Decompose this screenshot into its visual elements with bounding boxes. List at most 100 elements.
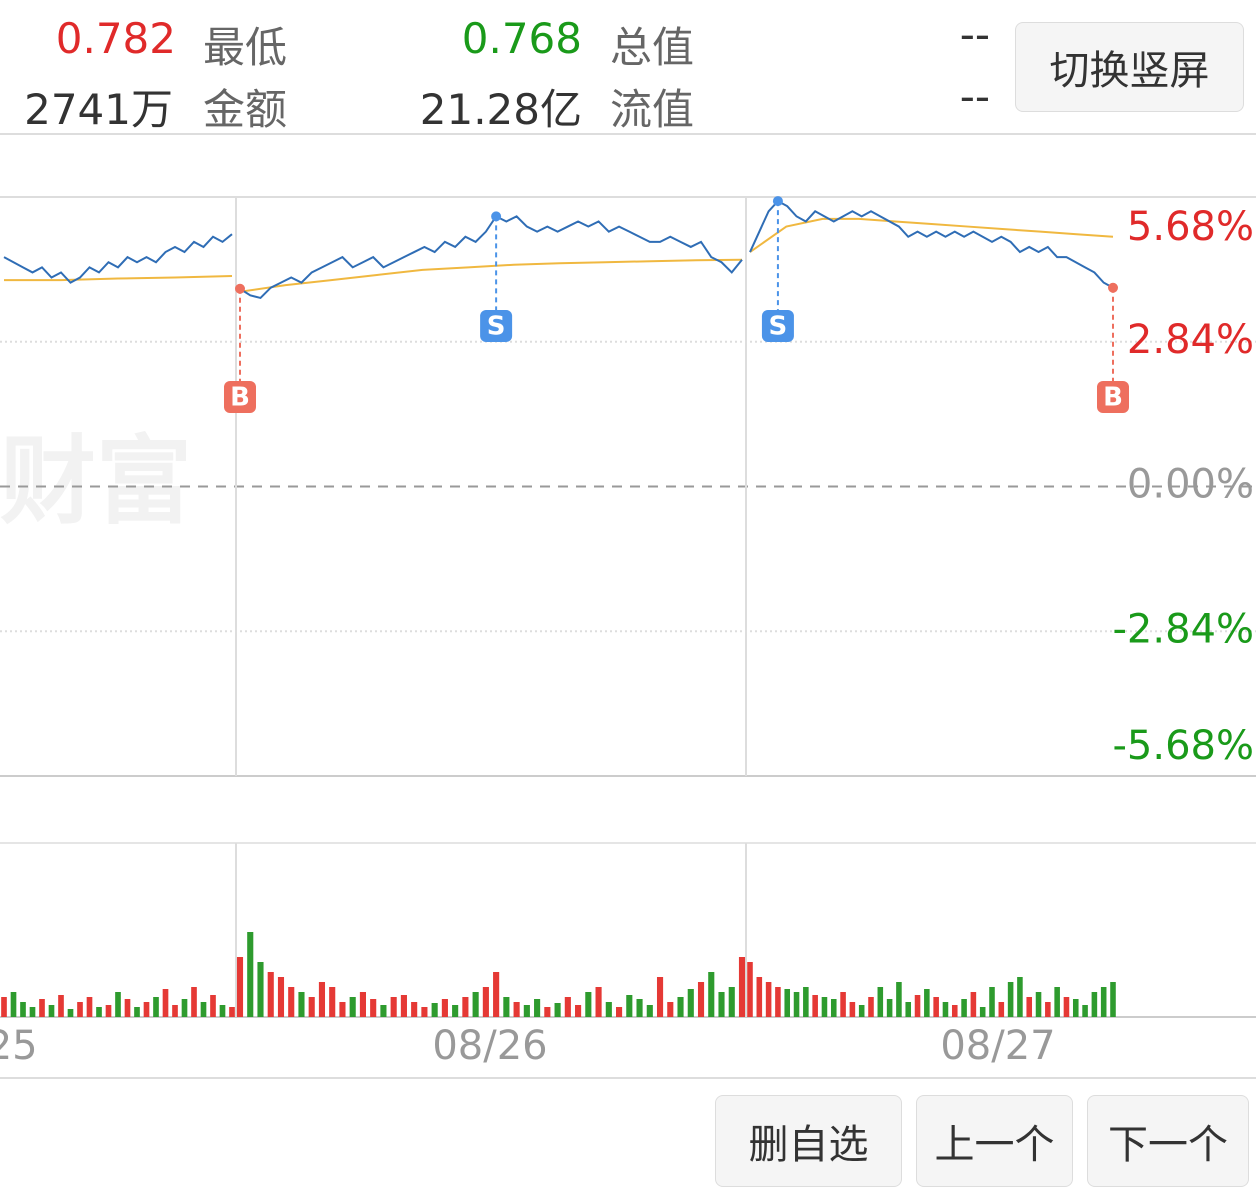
- marker-label: S: [769, 312, 788, 342]
- volume-bar: [905, 1002, 912, 1017]
- watermark: 财富: [0, 425, 192, 537]
- volume-bar: [29, 1007, 36, 1017]
- x-tick-label: 08/26: [432, 1023, 547, 1069]
- stat-value: --: [959, 10, 990, 59]
- stat-value: 21.28亿: [419, 85, 582, 134]
- marker-label: B: [1103, 383, 1123, 413]
- volume-bar: [687, 989, 694, 1017]
- volume-bar: [77, 1002, 83, 1017]
- volume-bar: [229, 1007, 235, 1017]
- volume-bar: [329, 987, 336, 1017]
- volume-bar: [765, 982, 772, 1017]
- volume-bar: [236, 957, 244, 1017]
- volume-bar: [924, 989, 930, 1017]
- volume-bar: [462, 997, 469, 1017]
- volume-bar: [803, 987, 809, 1017]
- volume-bar: [554, 1003, 561, 1017]
- volume-bar: [1082, 1005, 1088, 1017]
- stat-label: 最低: [203, 23, 288, 72]
- y-tick-label: 5.68%: [1127, 204, 1254, 250]
- volume-bar: [575, 1005, 582, 1017]
- volume-bar: [181, 999, 188, 1017]
- volume-bar: [482, 987, 489, 1017]
- stat-value: --: [959, 72, 990, 121]
- volume-bar: [616, 1007, 623, 1017]
- marker-badge: [224, 381, 256, 413]
- stat-label: 流值: [610, 85, 695, 134]
- volume-bar: [667, 1002, 674, 1017]
- volume-bar: [48, 1005, 55, 1017]
- volume-bar: [697, 982, 705, 1017]
- volume-bar: [67, 1009, 74, 1017]
- volume-bar: [172, 1005, 178, 1017]
- volume-bar: [989, 987, 995, 1017]
- next-button[interactable]: 下一个: [1087, 1095, 1249, 1187]
- volume-bar: [503, 997, 510, 1017]
- price-line: [239, 215, 743, 300]
- y-tick-label: 0.00%: [1127, 462, 1254, 508]
- volume-bar: [626, 995, 633, 1017]
- volume-bar: [308, 997, 315, 1017]
- volume-bar: [1017, 977, 1023, 1017]
- volume-bar: [605, 1002, 612, 1017]
- volume-bar: [970, 992, 977, 1017]
- volume-bar: [210, 995, 216, 1017]
- volume-bar: [493, 972, 500, 1017]
- volume-bar: [858, 1005, 865, 1017]
- volume-bar: [1091, 992, 1098, 1017]
- volume-bar: [513, 1002, 520, 1017]
- volume-bar: [1026, 997, 1033, 1017]
- marker-dot: [491, 211, 502, 222]
- volume-bar: [979, 1007, 986, 1017]
- volume-bar: [400, 995, 407, 1017]
- x-tick-label: 08/25: [0, 1023, 38, 1069]
- volume-bar: [143, 1002, 150, 1017]
- volume-bar: [728, 987, 735, 1017]
- volume-bar: [1035, 992, 1042, 1017]
- volume-bar: [636, 999, 643, 1017]
- volume-bar: [339, 1002, 346, 1017]
- delete-favorite-button[interactable]: 删自选: [715, 1095, 902, 1187]
- volume-bar: [1007, 982, 1014, 1017]
- volume-bar: [191, 987, 197, 1017]
- x-tick-label: 08/27: [940, 1023, 1055, 1069]
- volume-bar: [961, 999, 967, 1017]
- volume-bar: [200, 1002, 207, 1017]
- stat-value: 2741万: [24, 85, 173, 134]
- volume-bar: [747, 962, 753, 1017]
- avg-line: [239, 258, 743, 293]
- volume-bar: [257, 962, 264, 1017]
- volume-bar: [267, 972, 274, 1017]
- volume-bar: [58, 995, 64, 1017]
- volume-bar: [153, 997, 159, 1017]
- volume-bar: [585, 992, 592, 1017]
- volume-bar: [677, 997, 684, 1017]
- switch-button[interactable]: 切换竖屏: [1015, 22, 1244, 112]
- volume-bar: [738, 957, 746, 1017]
- volume-bar: [756, 977, 763, 1017]
- previous-button[interactable]: 上一个: [916, 1095, 1073, 1187]
- volume-bar: [96, 1007, 102, 1017]
- volume-bar: [39, 999, 45, 1017]
- y-tick-label: -2.84%: [1112, 606, 1254, 652]
- volume-bar: [942, 1002, 949, 1017]
- volume-bar: [793, 992, 800, 1017]
- volume-bar: [247, 932, 254, 1017]
- volume-bar: [1110, 982, 1116, 1017]
- volume-bar: [105, 1005, 112, 1017]
- volume-bar: [840, 992, 846, 1017]
- volume-bar: [411, 1002, 418, 1017]
- volume-bar: [1063, 997, 1070, 1017]
- volume-bar: [1, 997, 7, 1017]
- stat-label: 总值: [610, 23, 695, 72]
- volume-bar: [951, 1005, 958, 1017]
- volume-bar: [1054, 987, 1060, 1017]
- volume-bar: [431, 1003, 438, 1017]
- volume-bar: [115, 992, 121, 1017]
- volume-bar: [708, 972, 715, 1017]
- volume-bar: [277, 977, 285, 1017]
- volume-bar: [1072, 999, 1079, 1017]
- volume-bar: [318, 982, 326, 1017]
- volume-bar: [370, 999, 377, 1017]
